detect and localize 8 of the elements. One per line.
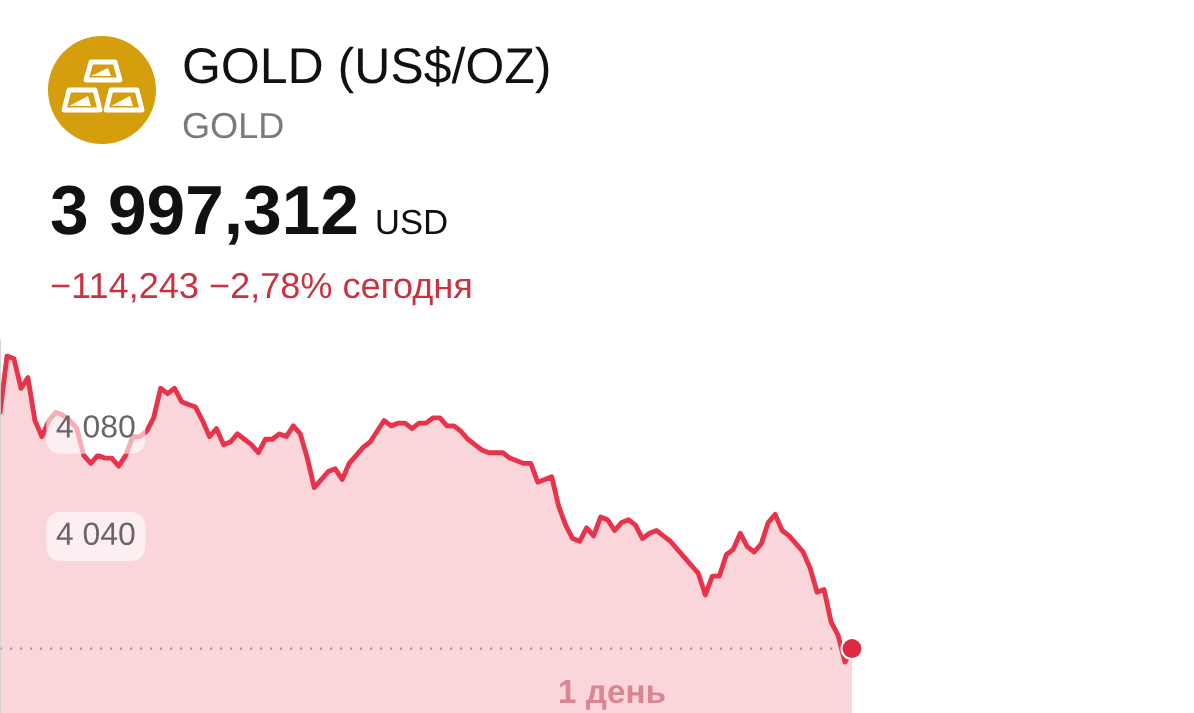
text: 3 997,312	[51, 185, 357, 245]
y-tick-label: 4 040	[56, 522, 135, 546]
annotation: 1 день	[560, 680, 665, 710]
y-tick-label: 4 080	[56, 415, 135, 438]
text: −114,243 −2,78% сегодня	[51, 272, 471, 306]
chart-title: GOLD (US$/OZ)	[184, 45, 549, 94]
chart-subtitle: GOLD	[183, 112, 283, 139]
text: USD	[377, 209, 447, 235]
